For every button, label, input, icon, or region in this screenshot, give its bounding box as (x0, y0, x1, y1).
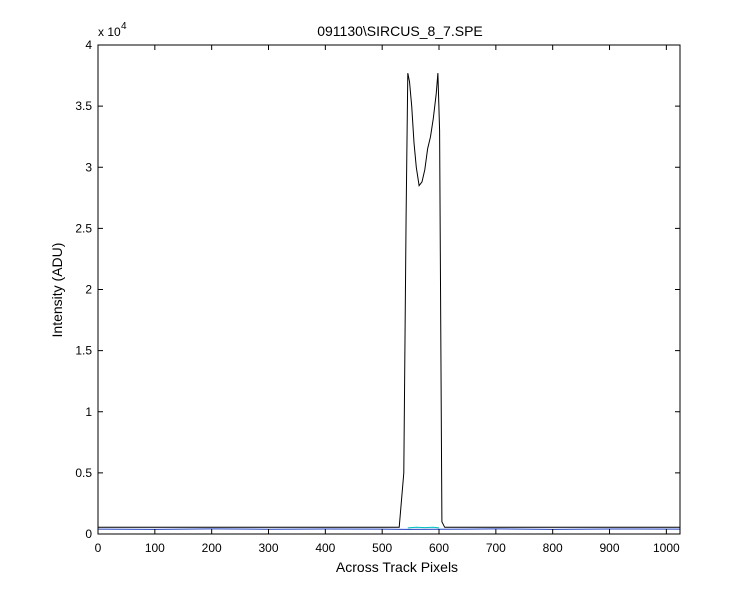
x-tick-label: 200 (202, 541, 222, 555)
x-tick-label: 0 (95, 541, 102, 555)
x-tick-label: 900 (600, 541, 620, 555)
y-tick-label: 3 (85, 160, 92, 174)
x-tick-label: 600 (429, 541, 449, 555)
series-line-1 (98, 73, 680, 528)
plot-background (98, 45, 680, 534)
chart-title: 091130\SIRCUS_8_7.SPE (317, 23, 483, 39)
y-tick-label: 1 (85, 405, 92, 419)
y-tick-label: 1.5 (75, 344, 92, 358)
x-tick-label: 400 (315, 541, 335, 555)
x-tick-label: 700 (486, 541, 506, 555)
y-tick-label: 4 (85, 38, 92, 52)
x-tick-label: 1000 (653, 541, 680, 555)
y-axis-label: Intensity (ADU) (49, 243, 65, 338)
y-exponent-base: x 10 (98, 25, 121, 39)
y-tick-label: 0.5 (75, 466, 92, 480)
x-tick-label: 100 (145, 541, 165, 555)
y-axis-ticks: 0 0.5 1 1.5 2 2.5 3 3.5 4 (75, 38, 680, 541)
y-tick-label: 3.5 (75, 99, 92, 113)
y-tick-label: 2.5 (75, 221, 92, 235)
y-exponent-power: 4 (121, 21, 127, 32)
x-axis-ticks: 0 100 200 300 400 500 600 700 800 900 1000 (95, 45, 680, 555)
x-axis-label: Across Track Pixels (336, 559, 458, 575)
series-line-2 (97, 528, 681, 530)
y-tick-label: 2 (85, 283, 92, 297)
series-line-3 (407, 526, 440, 529)
x-tick-label: 500 (372, 541, 392, 555)
x-tick-label: 300 (258, 541, 278, 555)
y-tick-label: 0 (85, 527, 92, 541)
x-tick-label: 800 (543, 541, 563, 555)
